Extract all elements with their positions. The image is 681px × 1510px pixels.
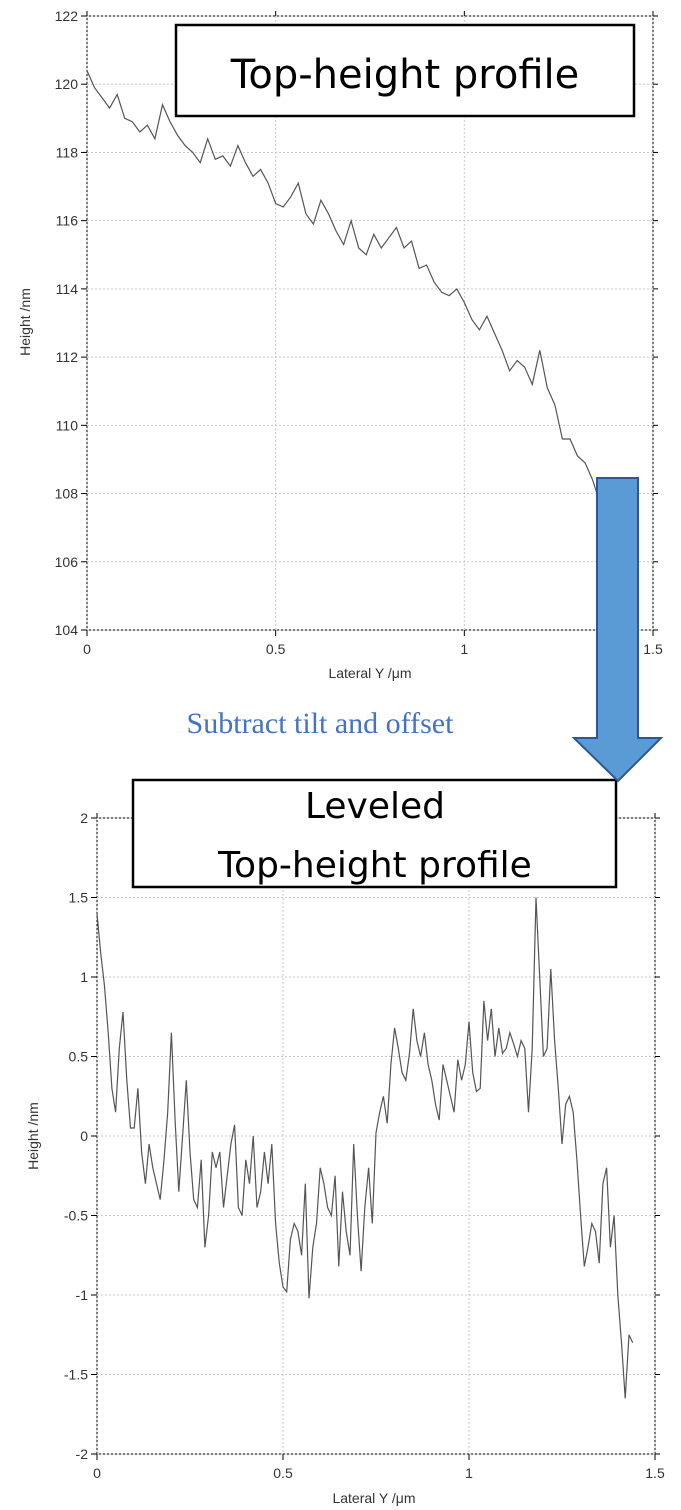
x-axis-label: Lateral Y /μm — [332, 1490, 415, 1506]
y-tick-label: 108 — [55, 486, 79, 502]
title-box-text: Top-height profile — [230, 52, 580, 98]
x-tick-label: 1 — [460, 641, 468, 657]
leveled-top-height-profile-chart: 0 0.5 1 1.5 -2 -1.5 -1 -0.5 0 0.5 1 1.5 2 Lateral Y… — [25, 778, 665, 1506]
y-tick-label: -1.5 — [64, 1367, 88, 1383]
leveled-profile-line — [96, 897, 634, 1399]
title-box — [174, 23, 636, 118]
plot-area — [86, 15, 654, 631]
gridlines — [96, 817, 656, 1455]
y-tick-label: 122 — [55, 8, 79, 24]
y-axis-label: Height /nm — [25, 1102, 41, 1170]
title-box-line-2: Top-height profile — [217, 845, 532, 886]
x-tick-label: 0.5 — [266, 641, 286, 657]
y-tick-label: 112 — [56, 349, 79, 365]
x-tick-label: 0 — [93, 1465, 101, 1481]
y-tick-label: 114 — [56, 281, 79, 297]
y-tick-label: 0 — [80, 1128, 88, 1144]
y-tick-label: 110 — [56, 417, 79, 433]
y-tick-label: 1 — [80, 969, 88, 985]
top-height-profile-chart: 0 0.5 1 1.5 104106108110112114116118120122 … — [17, 8, 663, 681]
down-arrow-icon — [571, 477, 664, 783]
y-tick-label: -2 — [76, 1446, 89, 1462]
y-tick-label: 2 — [80, 810, 88, 826]
x-tick-labels: 0 0.5 1 1.5 — [83, 641, 663, 657]
height-profile-line — [86, 70, 609, 518]
title-box — [131, 778, 618, 889]
x-tick-label: 1 — [465, 1465, 473, 1481]
x-tick-label: 0 — [83, 641, 91, 657]
y-tick-label: 0.5 — [69, 1049, 89, 1065]
y-tick-labels: -2 -1.5 -1 -0.5 0 0.5 1 1.5 2 — [64, 810, 88, 1462]
title-box-line-1: Leveled — [305, 786, 445, 827]
x-tick-label: 1.5 — [645, 1465, 665, 1481]
y-tick-label: -1 — [76, 1287, 89, 1303]
x-axis-label: Lateral Y /μm — [328, 665, 411, 681]
y-tick-label: 116 — [56, 213, 79, 229]
y-tick-labels: 104 106 108 110 112 114 116 118 120 122 — [55, 8, 79, 638]
y-tick-label: 104 — [55, 622, 79, 638]
x-tick-labels: 0 0.5 1 1.5 — [93, 1465, 665, 1481]
y-tick-label: 118 — [56, 144, 79, 160]
annotation-text: Subtract tilt and offset — [187, 707, 455, 740]
y-tick-label: 1.5 — [69, 890, 89, 906]
x-tick-label: 1.5 — [643, 641, 663, 657]
y-axis-label: Height /nm — [17, 288, 33, 356]
y-tick-label: 120 — [55, 76, 79, 92]
y-tick-label: 106 — [55, 554, 79, 570]
tick-marks — [91, 813, 660, 1460]
x-tick-label: 0.5 — [273, 1465, 293, 1481]
tick-marks — [81, 11, 658, 636]
y-tick-label: -0.5 — [64, 1208, 88, 1224]
